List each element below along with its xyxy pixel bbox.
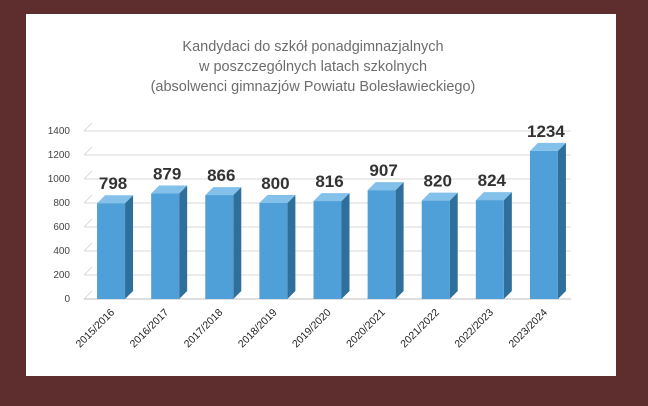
chart-title-line-1: Kandydaci do szkół ponadgimnazjalnych xyxy=(182,39,443,55)
bar-2015/2016 xyxy=(97,195,134,299)
x-tick-label: 2020/2021 xyxy=(344,307,388,351)
data-label: 800 xyxy=(261,174,289,193)
y-tick-label: 1200 xyxy=(48,150,71,161)
bar-2022/2023 xyxy=(475,192,512,299)
bar-2018/2019 xyxy=(259,195,296,299)
bar-front xyxy=(313,201,342,299)
bar-side xyxy=(341,193,350,299)
data-label: 879 xyxy=(153,165,181,184)
gridline-depth-400 xyxy=(83,242,93,252)
bar-side xyxy=(287,195,296,299)
data-label: 907 xyxy=(369,161,397,180)
bar-top xyxy=(529,142,566,151)
x-tick-label: 2017/2018 xyxy=(182,307,226,351)
x-axis-labels: 2015/2016 2016/2017 2017/2018 2018/2019 2019… xyxy=(74,307,551,351)
bar-side xyxy=(395,182,404,299)
bar-front xyxy=(421,200,450,299)
bar-front xyxy=(205,195,234,299)
bar-top xyxy=(259,195,296,203)
data-label: 798 xyxy=(99,174,127,193)
bars xyxy=(97,142,566,299)
x-tick-label: 2022/2023 xyxy=(452,307,496,351)
x-tick-label: 2019/2020 xyxy=(290,307,334,351)
bar-2021/2022 xyxy=(421,192,458,299)
bar-2017/2018 xyxy=(205,187,242,299)
data-label: 1234 xyxy=(527,122,565,141)
bar-side xyxy=(179,185,188,299)
data-label: 816 xyxy=(315,172,343,191)
y-tick-label: 0 xyxy=(64,294,70,305)
x-tick-label: 2016/2017 xyxy=(128,307,172,351)
bar-top xyxy=(313,193,350,202)
bar-top xyxy=(97,195,134,204)
x-tick-label: 2023/2024 xyxy=(506,307,550,351)
y-tick-label: 400 xyxy=(53,246,70,257)
bar-front xyxy=(151,193,180,299)
y-tick-label: 1000 xyxy=(48,174,71,185)
gridline-depth-0 xyxy=(83,290,93,300)
bar-2019/2020 xyxy=(313,193,350,299)
bar-front xyxy=(475,200,504,299)
bar-front xyxy=(97,203,126,299)
bar-side xyxy=(503,192,512,299)
chart-frame: Kandydaci do szkół ponadgimnazjalnych w … xyxy=(26,14,616,376)
data-label: 866 xyxy=(207,166,235,185)
bar-front xyxy=(259,203,288,299)
gridline-depth-1000 xyxy=(83,170,93,180)
bar-front xyxy=(367,190,396,299)
bar-top xyxy=(205,187,242,196)
x-tick-label: 2021/2022 xyxy=(398,307,442,351)
y-tick-label: 800 xyxy=(53,198,70,209)
y-tick-label: 600 xyxy=(53,222,70,233)
bar-2020/2021 xyxy=(367,182,404,299)
bar-chart: Kandydaci do szkół ponadgimnazjalnych w … xyxy=(48,39,571,351)
y-axis-ticks: 0 200 400 600 800 1000 1200 1400 xyxy=(48,126,71,305)
data-labels: 798 879 866 800 816 907 820 824 1234 xyxy=(99,122,566,193)
data-label: 824 xyxy=(478,171,507,190)
bar-2023/2024 xyxy=(529,142,566,299)
bar-2016/2017 xyxy=(151,185,188,299)
bar-side xyxy=(125,195,134,299)
y-tick-label: 1400 xyxy=(48,126,71,137)
x-tick-label: 2015/2016 xyxy=(74,307,118,351)
bar-top xyxy=(151,185,188,194)
y-tick-label: 200 xyxy=(53,270,70,281)
bar-top xyxy=(421,192,458,201)
chart-title-line-2: w poszczególnych latach szkolnych xyxy=(198,59,427,75)
gridline-depth-800 xyxy=(83,194,93,204)
gridline-depth-600 xyxy=(83,218,93,228)
gridline-depth-200 xyxy=(83,266,93,276)
data-label: 820 xyxy=(424,172,452,191)
chart-title: Kandydaci do szkół ponadgimnazjalnych w … xyxy=(151,39,476,95)
bar-side xyxy=(557,142,566,299)
chart-title-line-3: (absolwenci gimnazjów Powiatu Bolesławie… xyxy=(151,79,476,95)
bar-side xyxy=(449,192,458,299)
gridline-depth-1200 xyxy=(83,146,93,156)
bar-top xyxy=(475,192,512,201)
bar-side xyxy=(233,187,242,299)
gridline-depth-1400 xyxy=(83,122,93,132)
bar-front xyxy=(529,150,558,299)
bar-top xyxy=(367,182,404,191)
x-tick-label: 2018/2019 xyxy=(236,307,280,351)
